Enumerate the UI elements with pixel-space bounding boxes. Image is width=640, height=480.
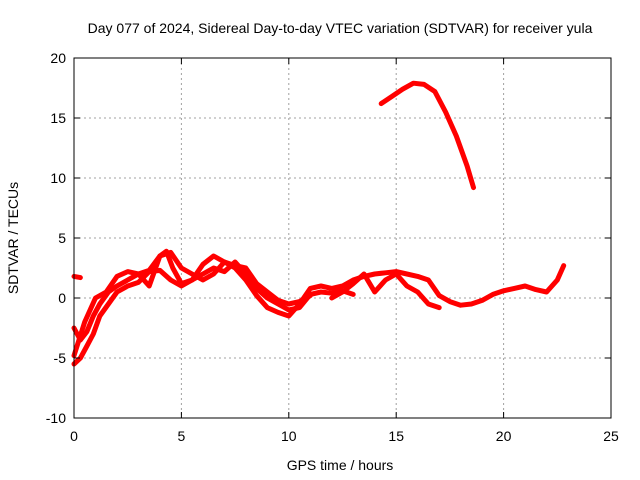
series-track-b bbox=[71, 259, 356, 367]
tick-layer: 0 5 10 15 20 25 -10 -5 0 5 10 15 20 bbox=[46, 50, 619, 444]
y-tick-label: 10 bbox=[50, 170, 66, 186]
x-tick-label: 15 bbox=[388, 428, 404, 444]
x-tick-label: 0 bbox=[70, 428, 78, 444]
chart-title: Day 077 of 2024, Sidereal Day-to-day VTE… bbox=[88, 20, 593, 36]
x-axis-label: GPS time / hours bbox=[287, 457, 394, 473]
y-axis-label: SDTVAR / TECUs bbox=[5, 182, 21, 294]
y-tick-label: -10 bbox=[46, 410, 66, 426]
y-tick-label: 15 bbox=[50, 110, 66, 126]
series-track-a bbox=[71, 248, 567, 343]
series-track-d bbox=[329, 271, 442, 311]
y-tick-label: 5 bbox=[58, 230, 66, 246]
series-track-e bbox=[71, 273, 83, 281]
y-tick-label: 0 bbox=[58, 290, 66, 306]
x-tick-label: 20 bbox=[496, 428, 512, 444]
series-layer bbox=[71, 80, 567, 367]
series-track-f bbox=[378, 80, 476, 191]
series-track-c bbox=[71, 249, 313, 359]
y-tick-label: 20 bbox=[50, 50, 66, 66]
x-tick-label: 5 bbox=[178, 428, 186, 444]
x-tick-label: 25 bbox=[603, 428, 619, 444]
x-tick-label: 10 bbox=[281, 428, 297, 444]
grid bbox=[74, 58, 611, 418]
y-tick-label: -5 bbox=[54, 350, 67, 366]
